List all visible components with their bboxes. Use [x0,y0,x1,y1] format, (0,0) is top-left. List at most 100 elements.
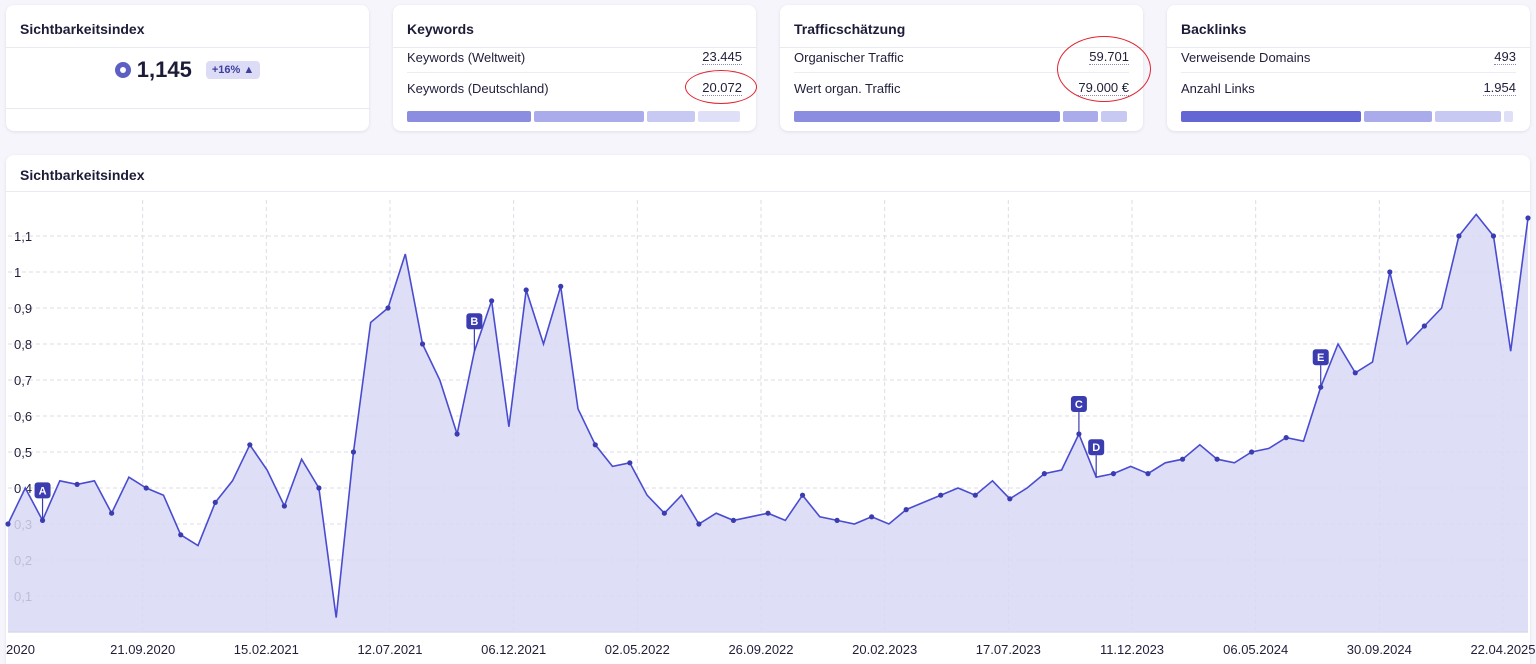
event-marker-b[interactable] [466,313,483,330]
bar-segment [647,111,695,122]
referring-domains-value[interactable]: 493 [1494,49,1516,65]
data-points [5,215,1531,538]
x-tick-label: 17.07.2023 [976,642,1041,657]
keywords-worldwide-row: Keywords (Weltweit) 23.445 [407,42,742,72]
bar-segment [1101,111,1127,122]
data-point [74,481,80,487]
bar-segment [1063,111,1098,122]
x-axis-ticks: 2020 21.09.2020 15.02.2021 12.07.2021 06.12.… [6,642,1536,657]
bar-segment [407,111,531,122]
y-tick-label: 0,7 [14,373,32,388]
data-point [1525,215,1531,221]
data-point [454,431,460,437]
data-point [178,532,184,538]
event-marker-e[interactable] [1312,349,1329,366]
data-point [1352,370,1358,376]
data-point [1110,471,1117,477]
highlight-circle-traffic [1057,36,1151,102]
x-tick-label: 06.05.2024 [1223,642,1288,657]
bar-segment [1181,111,1361,122]
data-point [834,517,840,524]
visibility-value-row: 1,145 +16% ▲ [6,57,369,83]
link-count-row: Anzahl Links 1.954 [1181,72,1516,103]
data-point [1041,471,1047,477]
visibility-area [8,214,1528,632]
data-point [212,499,218,505]
data-point [1387,269,1393,275]
row-label: Wert organ. Traffic [794,80,901,96]
x-tick-label: 2020 [6,642,35,657]
bar-segment [1504,111,1513,122]
y-tick-label: 1,1 [14,229,32,244]
x-tick-label: 20.02.2023 [852,642,917,657]
y-tick-label: 0,8 [14,337,32,352]
change-badge: +16% ▲ [205,61,261,79]
data-point [1456,233,1462,239]
chart-title: Sichtbarkeitsindex [6,155,1530,192]
data-point [316,485,322,491]
data-point [1145,471,1151,477]
traffic-distribution-bar [794,111,1129,122]
y-tick-label: 1 [14,265,21,280]
bar-segment [698,111,740,122]
bar-segment [794,111,1060,122]
data-point [1007,496,1013,502]
row-label: Verweisende Domains [1181,49,1311,65]
row-label: Anzahl Links [1181,80,1255,96]
data-point [1214,456,1220,462]
data-point [350,449,357,455]
data-point [627,460,633,466]
x-tick-label: 02.05.2022 [605,642,670,657]
x-tick-label: 11.12.2023 [1100,642,1164,657]
event-marker-label: D [1092,442,1100,454]
data-point [109,510,115,516]
backlinks-card: Backlinks Verweisende Domains 493 Anzahl… [1167,5,1530,131]
data-point [661,510,667,516]
x-tick-label: 22.04.2025 [1470,642,1535,657]
y-tick-label: 0,6 [14,409,32,424]
data-point [5,521,11,527]
data-point [1283,435,1289,441]
bar-segment [1435,111,1501,122]
keywords-distribution-bar [407,111,742,122]
link-count-value[interactable]: 1.954 [1483,80,1516,96]
data-point [143,485,149,491]
event-marker-label: E [1317,352,1324,364]
event-marker-d[interactable] [1088,439,1105,456]
event-marker-a[interactable] [34,482,51,499]
data-point [1179,456,1186,462]
data-point [489,298,495,304]
keywords-card: Keywords Keywords (Weltweit) 23.445 Keyw… [393,5,756,131]
data-point [938,492,944,498]
x-tick-label: 30.09.2024 [1347,642,1412,657]
data-point [765,510,771,516]
data-point [972,492,978,498]
event-marker-c[interactable] [1070,396,1087,412]
data-point [592,442,598,448]
data-point [523,287,529,293]
event-markers[interactable]: A B C D E [34,313,1329,521]
data-point [558,283,564,289]
row-label: Organischer Traffic [794,49,904,65]
y-tick-label: 0,5 [14,445,32,460]
row-label: Keywords (Deutschland) [407,80,549,96]
data-point [730,517,737,524]
card-footer-divider [6,108,369,109]
data-point [1421,323,1427,329]
x-tick-label: 12.07.2021 [357,642,422,657]
data-point [696,521,702,527]
bar-segment [1364,111,1432,122]
backlinks-distribution-bar [1181,111,1516,122]
visibility-card-title: Sichtbarkeitsindex [6,5,369,48]
target-icon [114,62,131,78]
traffic-card-title: Trafficschätzung [780,5,1143,48]
x-tick-label: 06.12.2021 [481,642,546,657]
event-marker-label: B [470,316,478,328]
y-tick-label: 0,9 [14,301,32,316]
data-point [385,305,391,311]
data-point [869,514,875,520]
event-marker-label: A [39,485,47,497]
keywords-worldwide-value[interactable]: 23.445 [702,49,742,65]
x-tick-label: 21.09.2020 [110,642,175,657]
